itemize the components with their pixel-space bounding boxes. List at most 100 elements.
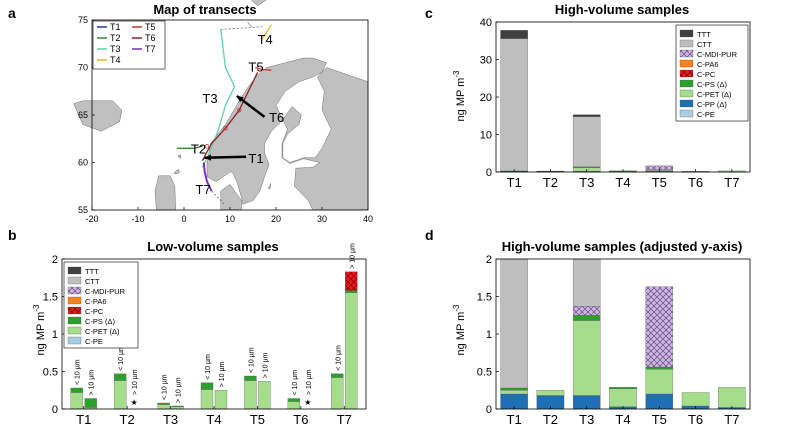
panel-letter-c: c — [425, 5, 433, 21]
land-shape — [177, 154, 182, 160]
legend-swatch — [67, 296, 82, 305]
legend-swatch — [67, 276, 82, 285]
x-tick-label-t1: T1 — [76, 412, 91, 427]
bar-label-large: > 10 µm — [219, 361, 226, 387]
bar-segment-ctt — [572, 116, 601, 168]
x-tick-label-t2: T2 — [543, 175, 558, 190]
legend-label-t1: T1 — [110, 22, 121, 32]
legend-label: C-PET (Δ) — [697, 90, 732, 99]
high-volume-panel: High-volume samples ng MP m-3 0 10 20 30 40 T… — [452, 2, 751, 190]
y-tick-label: 2 — [52, 254, 58, 266]
legend-label: C-PS (Δ) — [697, 80, 728, 89]
bar-label-large: > 10 µm — [132, 369, 139, 395]
map-label-t3: T3 — [202, 91, 217, 106]
bar-label-large: > 10 µm — [176, 377, 183, 403]
bar-segment-c-pet- — [258, 381, 271, 410]
bar-segment-c-pet- — [200, 389, 214, 410]
transect-t7 — [202, 162, 213, 192]
legend-label: CTT — [697, 40, 712, 49]
low-volume-panel: Low-volume samples ng MP m-3 < 10 µm > 10… — [32, 239, 367, 427]
x-tick-label-t4: T4 — [615, 412, 630, 427]
panel-letter-b: b — [8, 227, 17, 243]
arrow-head — [236, 96, 244, 103]
bar-label-small: < 10 µm — [205, 354, 212, 380]
legend-swatch — [679, 39, 694, 48]
bar-segment-c-pet- — [500, 390, 528, 395]
x-tick-label: 10 — [225, 214, 235, 224]
y-tick-label: 0.5 — [477, 367, 492, 379]
legend-swatch — [67, 316, 82, 325]
bar-segment-c-ps- — [572, 315, 601, 321]
x-tick-label: 0 — [181, 214, 186, 224]
bar-segment-c-ps- — [113, 373, 127, 381]
bar-segment-c-ps- — [500, 387, 528, 391]
bar-segment-c-pet- — [287, 401, 301, 410]
bar-segment-c-pet- — [70, 392, 83, 410]
panel-b-title: Low-volume samples — [147, 239, 278, 254]
x-tick-label-t7: T7 — [337, 412, 352, 427]
land-shape — [173, 168, 180, 175]
y-tick-label: 10 — [480, 130, 492, 142]
panel-d-frame — [495, 258, 751, 410]
x-tick-label-t6: T6 — [688, 412, 703, 427]
y-tick-label: 20 — [480, 92, 492, 104]
x-tick-label-t3: T3 — [579, 175, 594, 190]
land-shape — [281, 67, 369, 211]
bar-label-small: < 10 µm — [118, 345, 125, 371]
panel-c-title: High-volume samples — [555, 2, 689, 17]
bar-segment-c-ps- — [609, 387, 637, 389]
star-glyph: ★ — [131, 398, 138, 407]
bar-segment-c-ps- — [287, 398, 301, 402]
legend-swatch — [679, 89, 694, 98]
x-tick-label-t6: T6 — [293, 412, 308, 427]
sample-marker — [204, 144, 210, 149]
map-title: Map of transects — [153, 2, 256, 17]
bar-label-large: > 10 µm — [306, 369, 313, 395]
x-tick-label-t2: T2 — [120, 412, 135, 427]
y-tick-label: 1.5 — [43, 292, 58, 304]
panel-d-title: High-volume samples (adjusted y-axis) — [502, 239, 743, 254]
panel-letter-d: d — [425, 227, 434, 243]
bar-segment-c-pet- — [113, 380, 127, 410]
x-tick-label: 20 — [271, 214, 281, 224]
panel-letter-a: a — [8, 5, 16, 21]
transect-t5 — [255, 66, 272, 71]
land-shape — [267, 183, 272, 190]
legend-swatch — [679, 99, 694, 108]
dashed-connector — [220, 26, 263, 30]
dashed-connector — [211, 190, 226, 206]
black-arrow-icon — [204, 154, 247, 161]
bar-label-small: < 10 µm — [162, 374, 169, 400]
legend-label: TTT — [85, 267, 99, 276]
land-shape — [247, 21, 253, 28]
panel-b-ylabel: ng MP m-3 — [32, 304, 47, 355]
panel-d-ylabel: ng MP m-3 — [452, 304, 467, 355]
legend-swatch — [679, 59, 694, 68]
panel-b-ticks: 0 0.5 1 1.5 2 T1 T2 T3 T4 T5 T6 T7 — [43, 254, 352, 427]
x-tick-label-t1: T1 — [507, 175, 522, 190]
bar-segment-c-ps- — [70, 387, 83, 393]
y-tick-label: 0 — [486, 167, 492, 179]
legend-label-t3: T3 — [110, 44, 121, 54]
x-tick-label-t7: T7 — [724, 175, 739, 190]
panel-c-ticks: 0 10 20 30 40 T1 T2 T3 T4 T5 T6 T7 — [480, 17, 740, 190]
bar-segment-c-pet- — [681, 392, 710, 407]
bar-segment-ctt — [572, 258, 601, 307]
legend-swatch — [67, 326, 82, 335]
bar-segment-ttt — [572, 114, 601, 117]
bar-label-small: < 10 µm — [248, 347, 255, 373]
panel-d-bars — [500, 258, 746, 410]
bar-segment-c-pet- — [157, 404, 170, 410]
bar-segment-c-ps- — [157, 402, 170, 405]
x-tick-label-t3: T3 — [579, 412, 594, 427]
y-tick-label: 55 — [78, 205, 88, 215]
map-arrows — [204, 95, 266, 161]
legend-swatch — [67, 266, 82, 275]
transect-t3 — [201, 29, 236, 168]
legend-label: C-PE — [85, 337, 103, 346]
bar-segment-c-ps- — [345, 290, 358, 293]
